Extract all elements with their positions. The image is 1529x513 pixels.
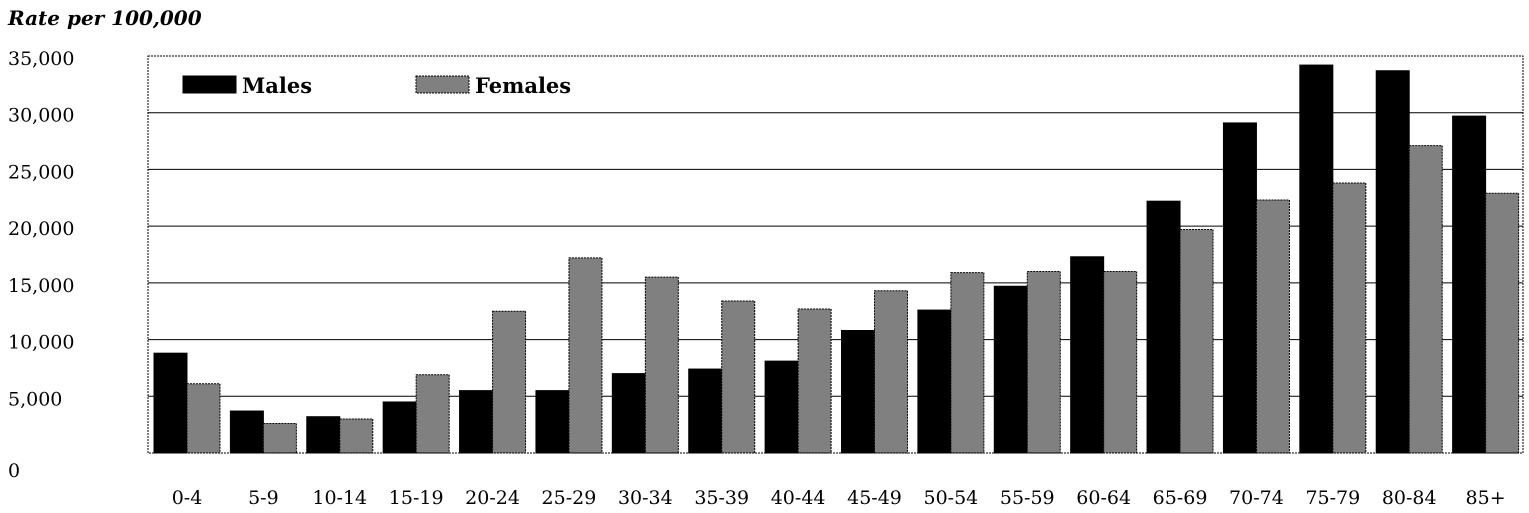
legend-swatch-males xyxy=(182,75,237,94)
bar-females-80-84 xyxy=(1408,145,1443,454)
bar-males-35-39 xyxy=(688,368,723,454)
bar-females-20-24 xyxy=(492,310,527,454)
x-tick-label: 75-79 xyxy=(1305,487,1360,509)
x-tick-label: 15-19 xyxy=(389,487,444,509)
plot-frame xyxy=(147,55,1524,454)
bar-females-55-59 xyxy=(1026,271,1061,454)
bar-females-5-9 xyxy=(262,423,297,454)
x-tick-label: 50-54 xyxy=(923,487,978,509)
y-tick-label: 15,000 xyxy=(8,275,74,297)
gridlines xyxy=(148,112,1523,397)
x-tick-label: 45-49 xyxy=(847,487,902,509)
x-tick-label: 55-59 xyxy=(1000,487,1055,509)
bars xyxy=(153,64,1520,454)
legend-label-females: Females xyxy=(475,73,571,98)
bar-females-50-54 xyxy=(950,272,985,454)
bar-females-10-14 xyxy=(339,418,374,454)
y-tick-label: 30,000 xyxy=(8,105,74,127)
bar-females-35-39 xyxy=(721,300,756,454)
bar-females-60-64 xyxy=(1103,271,1138,454)
bar-males-25-29 xyxy=(535,390,570,454)
x-tick-label: 70-74 xyxy=(1229,487,1284,509)
bar-females-75-79 xyxy=(1332,182,1367,454)
y-axis-tick-labels: 0 5,000 10,000 15,000 20,000 25,000 30,000 35,0… xyxy=(8,48,74,482)
bar-males-50-54 xyxy=(917,309,952,454)
y-tick-label: 20,000 xyxy=(8,218,74,240)
bar-females-85+ xyxy=(1485,192,1520,454)
bar-males-55-59 xyxy=(993,285,1028,454)
bar-males-15-19 xyxy=(382,401,417,454)
unit-label: Rate per 100,000 xyxy=(7,6,202,30)
x-tick-label: 65-69 xyxy=(1153,487,1208,509)
x-tick-label: 5-9 xyxy=(248,487,279,509)
bar-females-30-34 xyxy=(644,276,679,454)
bar-females-40-44 xyxy=(797,308,832,454)
bar-males-30-34 xyxy=(611,373,646,454)
bar-males-65-69 xyxy=(1146,200,1181,454)
bar-males-5-9 xyxy=(229,410,264,454)
bar-females-15-19 xyxy=(415,374,450,454)
y-tick-label: 0 xyxy=(8,460,20,482)
y-tick-label: 5,000 xyxy=(8,388,62,410)
x-tick-label: 80-84 xyxy=(1382,487,1437,509)
bar-males-40-44 xyxy=(764,360,799,454)
bar-males-60-64 xyxy=(1070,256,1105,454)
legend: Males Females xyxy=(182,73,571,98)
x-axis-tick-labels: 0-4 5-9 10-14 15-19 20-24 25-29 30-34 35-39 40-4… xyxy=(172,487,1506,509)
bar-females-70-74 xyxy=(1255,199,1290,454)
x-tick-label: 85+ xyxy=(1466,487,1506,509)
bar-females-25-29 xyxy=(568,257,603,454)
bar-females-0-4 xyxy=(186,383,221,454)
y-tick-label: 25,000 xyxy=(8,161,74,183)
bar-males-45-49 xyxy=(841,329,875,454)
y-tick-label: 10,000 xyxy=(8,332,74,354)
bar-males-75-79 xyxy=(1299,64,1334,454)
bar-males-10-14 xyxy=(306,416,341,454)
x-tick-label: 25-29 xyxy=(542,487,597,509)
x-tick-label: 20-24 xyxy=(465,487,520,509)
x-tick-label: 35-39 xyxy=(694,487,749,509)
bar-males-0-4 xyxy=(153,352,188,454)
x-tick-label: 60-64 xyxy=(1076,487,1131,509)
bar-females-45-49 xyxy=(874,290,908,454)
legend-label-males: Males xyxy=(242,73,312,98)
x-tick-label: 10-14 xyxy=(312,487,367,509)
bar-females-65-69 xyxy=(1179,229,1214,454)
bar-males-80-84 xyxy=(1375,70,1410,454)
legend-swatch-females xyxy=(415,75,470,94)
bar-males-85+ xyxy=(1452,115,1487,454)
bar-males-20-24 xyxy=(459,390,494,454)
x-tick-label: 0-4 xyxy=(172,487,203,509)
x-tick-label: 40-44 xyxy=(771,487,826,509)
x-tick-label: 30-34 xyxy=(618,487,673,509)
y-tick-label: 35,000 xyxy=(8,48,74,70)
bar-males-70-74 xyxy=(1222,122,1257,454)
